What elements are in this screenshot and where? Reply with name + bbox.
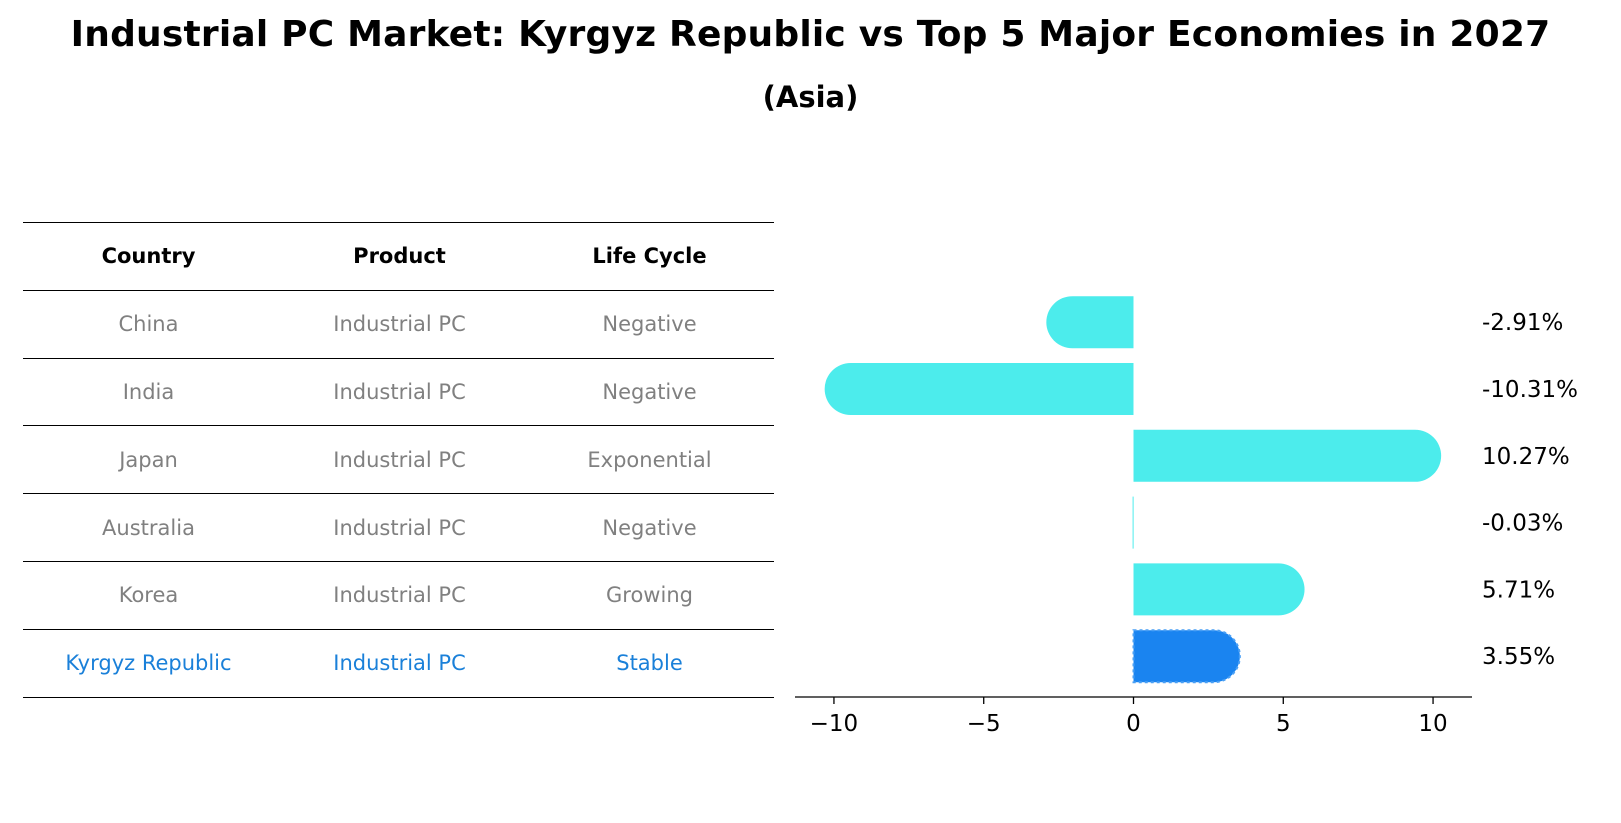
cell-country: Kyrgyz Republic bbox=[65, 651, 232, 676]
value-labels-group: -2.91% -10.31% 10.27% -0.03% 5.71% 3.55% bbox=[1482, 310, 1578, 670]
x-axis: −10 −5 0 5 10 bbox=[795, 696, 1472, 737]
cell-product: Industrial PC bbox=[333, 312, 466, 337]
cell-life-cycle: Negative bbox=[602, 515, 697, 540]
bar-kyrgyz-republic bbox=[1132, 629, 1241, 684]
cell-product: Industrial PC bbox=[333, 379, 466, 404]
table-row: China Industrial PC Negative bbox=[23, 289, 774, 358]
header-country: Country bbox=[101, 244, 196, 269]
value-label: -0.03% bbox=[1482, 511, 1563, 537]
x-tick-label: −10 bbox=[810, 711, 859, 737]
cell-life-cycle: Growing bbox=[606, 583, 693, 608]
bars-group bbox=[824, 296, 1442, 684]
cell-life-cycle: Stable bbox=[616, 651, 683, 676]
value-label: 10.27% bbox=[1482, 444, 1570, 470]
cell-life-cycle: Negative bbox=[602, 312, 697, 337]
table-row: Australia Industrial PC Negative bbox=[23, 493, 774, 561]
x-tick-label: 10 bbox=[1418, 711, 1447, 737]
cell-country: Japan bbox=[119, 447, 178, 472]
x-tick-label: −5 bbox=[967, 711, 1001, 737]
x-tick-label: 5 bbox=[1276, 711, 1291, 737]
cell-life-cycle: Negative bbox=[602, 379, 697, 404]
cell-product: Industrial PC bbox=[333, 583, 466, 608]
cell-product: Industrial PC bbox=[333, 651, 466, 676]
value-label: -10.31% bbox=[1482, 377, 1578, 403]
comparison-table: Country Product Life Cycle China Industr… bbox=[23, 222, 774, 698]
value-label: 3.55% bbox=[1482, 644, 1555, 670]
chart-subtitle: (Asia) bbox=[762, 80, 859, 114]
header-product: Product bbox=[353, 244, 446, 269]
value-label: -2.91% bbox=[1482, 310, 1563, 336]
table-row: Japan Industrial PC Exponential bbox=[23, 425, 774, 493]
table-row: Korea Industrial PC Growing bbox=[23, 560, 774, 629]
bar-india bbox=[824, 363, 1134, 415]
cell-product: Industrial PC bbox=[333, 515, 466, 540]
cell-product: Industrial PC bbox=[333, 447, 466, 472]
table-row-highlighted: Kyrgyz Republic Industrial PC Stable bbox=[23, 628, 774, 698]
cell-life-cycle: Exponential bbox=[587, 447, 712, 472]
bar-korea bbox=[1133, 563, 1305, 616]
bar-australia bbox=[1132, 496, 1134, 549]
x-tick-label: 0 bbox=[1126, 711, 1141, 737]
bar-china bbox=[1046, 296, 1134, 349]
header-life-cycle: Life Cycle bbox=[592, 244, 707, 269]
cell-country: Australia bbox=[102, 515, 195, 540]
table-header-row: Country Product Life Cycle bbox=[23, 222, 774, 290]
table-row: India Industrial PC Negative bbox=[23, 357, 774, 426]
chart-title: Industrial PC Market: Kyrgyz Republic vs… bbox=[70, 14, 1551, 55]
cell-country: Korea bbox=[118, 583, 179, 608]
cell-country: India bbox=[122, 379, 175, 404]
cell-country: China bbox=[118, 312, 179, 337]
bar-japan bbox=[1133, 429, 1442, 482]
value-label: 5.71% bbox=[1482, 577, 1555, 603]
